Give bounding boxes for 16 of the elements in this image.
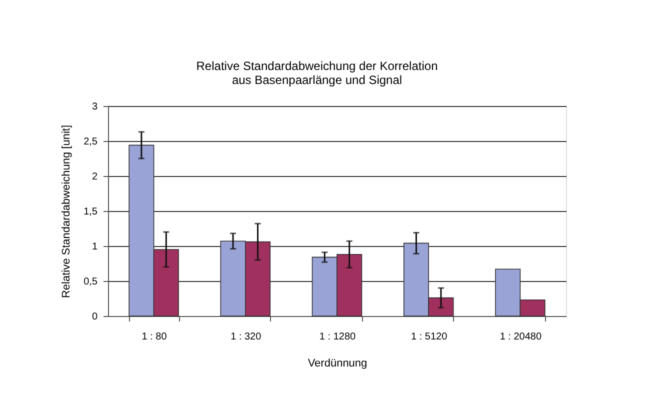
text: Relative Standardabweichung der Korrelation <box>196 59 438 73</box>
y-tick-label: 2 <box>92 172 98 182</box>
y-tick-label: 0 <box>92 312 98 322</box>
y-tick-label: 0,5 <box>84 276 98 288</box>
x-tick-label: 1 : 20480 <box>500 332 542 342</box>
y-tick-label: 1,5 <box>84 206 98 218</box>
y-tick-label: 3 <box>92 102 98 112</box>
x-tick-label: 1 : 80 <box>142 332 168 342</box>
x-tick-label: 1 : 5120 <box>411 332 448 342</box>
x-axis-title: Verdünnung <box>308 358 368 370</box>
y-tick-label: 2,5 <box>84 136 98 148</box>
x-tick-label: 1 : 1280 <box>319 332 356 342</box>
x-tick-label: 1 : 320 <box>230 332 262 342</box>
y-axis-title: Relative Standardabweichung [unit] <box>60 124 73 298</box>
y-tick-label: 1 <box>92 242 98 252</box>
text: aus Basenpaarlänge und Signal <box>232 73 402 87</box>
